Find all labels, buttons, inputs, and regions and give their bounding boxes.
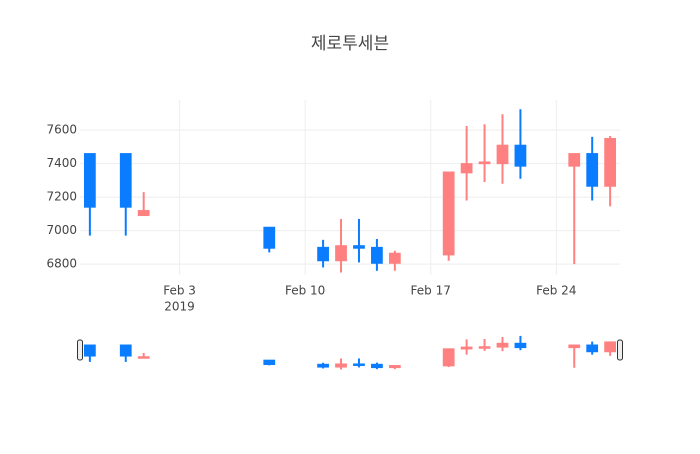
candle-body <box>496 144 509 165</box>
x-year-label: 2019 <box>164 300 195 314</box>
y-tick-label: 7600 <box>46 123 77 137</box>
slider-candle-body <box>119 344 132 357</box>
x-tick-label: Feb 17 <box>411 284 451 298</box>
candle-body <box>335 245 347 262</box>
slider-candle-body <box>496 342 509 348</box>
y-tick-label: 7000 <box>46 223 77 237</box>
slider-candle-body <box>137 356 150 359</box>
slider-candle-body <box>371 363 383 369</box>
slider-candle-body <box>83 344 96 357</box>
slider-candle-body <box>335 363 347 368</box>
y-tick-label: 7200 <box>46 190 77 204</box>
slider-candle-body <box>388 365 401 369</box>
candle-body <box>514 144 527 167</box>
slider-candle-body <box>460 346 473 350</box>
slider-candle-body <box>514 342 527 349</box>
slider-candle-body <box>478 346 491 349</box>
x-tick-label: Feb 24 <box>536 284 576 298</box>
candle-body <box>371 246 383 264</box>
x-tick-label: Feb 10 <box>285 284 325 298</box>
slider-candle-body <box>568 344 581 349</box>
candle-body <box>137 210 150 217</box>
candle-body <box>388 252 401 264</box>
candle-body <box>263 226 276 249</box>
x-tick-label: Feb 3 <box>163 284 196 298</box>
chart-title: 제로투세븐 <box>311 34 389 54</box>
slider-handle <box>617 339 623 361</box>
y-tick-label: 7400 <box>46 156 77 170</box>
slider-candle-body <box>604 341 617 353</box>
candle-body <box>586 153 599 187</box>
slider-candle-body <box>263 359 276 365</box>
slider-candle-body <box>586 344 599 353</box>
candle-body <box>460 163 473 174</box>
candle-body <box>83 153 96 208</box>
slider-candle-body <box>317 363 329 368</box>
candle-body <box>442 171 455 256</box>
candle-body <box>119 153 132 208</box>
slider-candle-body <box>353 363 365 366</box>
candle-body <box>604 138 617 187</box>
candle-body <box>317 246 329 262</box>
candle-body <box>478 161 491 165</box>
y-tick-label: 6800 <box>46 257 77 271</box>
slider-candle-body <box>442 348 455 367</box>
candle-body <box>568 153 581 167</box>
candle-body <box>353 245 365 249</box>
slider-handle <box>77 339 83 361</box>
